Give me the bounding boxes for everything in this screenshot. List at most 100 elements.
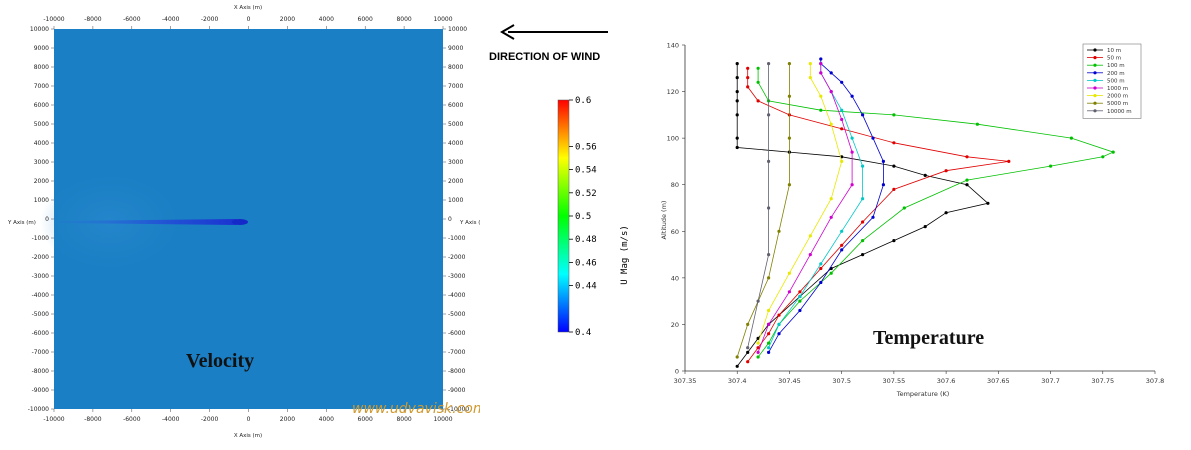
data-point: [850, 136, 854, 140]
data-point: [965, 183, 969, 187]
data-point: [829, 271, 833, 275]
series-line: [757, 63, 843, 344]
data-point: [746, 360, 750, 364]
y-tick-label-left: 3000: [34, 159, 49, 166]
data-point: [861, 239, 865, 243]
y-tick-label-left: -8000: [32, 368, 50, 375]
x-tick-label: 307.45: [778, 377, 801, 385]
data-point: [777, 332, 781, 336]
y-tick-label-right: -9000: [448, 387, 466, 394]
y-tick-label-left: -1000: [32, 235, 50, 242]
data-point: [767, 113, 771, 117]
data-point: [840, 229, 844, 233]
x-tick-label-top: 4000: [319, 16, 334, 23]
y-tick-label-right: -1000: [448, 235, 466, 242]
data-point: [735, 62, 739, 66]
data-point: [819, 108, 823, 112]
data-point: [819, 266, 823, 271]
data-point: [798, 299, 802, 303]
y-tick-label-left: 10000: [30, 26, 49, 33]
colorbar-tick-label: 0.56: [575, 142, 597, 152]
data-point: [892, 164, 896, 168]
data-point: [829, 197, 833, 201]
series-line: [768, 63, 864, 348]
data-point: [735, 99, 739, 103]
colorbar-tick-label: 0.48: [575, 235, 597, 245]
y-tick-label-right: -4000: [448, 292, 466, 299]
y-tick-label-left: -9000: [32, 387, 50, 394]
data-point: [881, 159, 885, 163]
legend-box: [1082, 43, 1142, 119]
x-tick-label-top: -8000: [84, 16, 102, 23]
y-tick-label-right: 0: [448, 216, 452, 223]
data-point: [829, 122, 833, 126]
data-point: [819, 62, 823, 66]
x-tick-label-top: 2000: [280, 16, 295, 23]
data-point: [871, 136, 875, 140]
y-axis-label-left: Y Axis (m): [7, 220, 36, 226]
data-point: [767, 346, 771, 350]
data-point: [902, 206, 906, 210]
data-point: [787, 271, 791, 275]
y-tick-label-right: 9000: [448, 45, 463, 52]
y-tick-label-left: -3000: [32, 273, 50, 280]
y-tick-label-right: -10000: [448, 406, 469, 413]
x-tick-label-top: -10000: [43, 16, 64, 23]
temperature-heading: Temperature: [873, 327, 984, 349]
y-tick-label-right: -5000: [448, 311, 466, 318]
y-tick-label: 0: [675, 368, 679, 376]
data-point: [808, 76, 812, 80]
data-point: [767, 253, 771, 257]
y-tick-label-right: -8000: [448, 368, 466, 375]
data-point: [1007, 159, 1011, 163]
data-point: [756, 336, 760, 340]
data-point: [892, 187, 896, 191]
y-tick-label-right: 8000: [448, 64, 463, 71]
x-tick-label-bottom: 4000: [319, 416, 334, 423]
data-point: [735, 90, 739, 94]
series-line: [736, 63, 790, 358]
x-axis-label-top: X Axis (m): [234, 5, 262, 11]
data-point: [787, 94, 791, 98]
colorbar: 0.6 0.56 0.54 0.52 0.5 0.48 0.46 0.44 0.4 U Mag …: [557, 96, 630, 338]
y-tick-label-left: 9000: [34, 45, 49, 52]
series-line: [757, 68, 1115, 358]
y-tick-label-right: 2000: [448, 178, 463, 185]
data-point: [746, 85, 750, 89]
y-tick-label: 40: [671, 274, 679, 282]
data-point: [767, 159, 771, 163]
colorbar-tick-label: 0.54: [575, 166, 597, 176]
y-tick-label-right: 1000: [448, 197, 463, 204]
y-tick-label-left: 5000: [34, 121, 49, 128]
data-point: [923, 225, 927, 229]
data-point: [798, 290, 802, 294]
legend-marker: [1093, 94, 1097, 98]
colorbar-tick-label: 0.4: [575, 328, 591, 338]
data-point: [1069, 136, 1073, 140]
y-tick-label-right: 7000: [448, 83, 463, 90]
data-point: [767, 322, 771, 326]
data-point: [861, 164, 865, 168]
data-point: [798, 294, 802, 299]
y-tick-label: 140: [667, 42, 679, 50]
data-point: [829, 90, 833, 94]
x-tick-label-bottom: -2000: [201, 416, 219, 423]
data-point: [986, 201, 990, 205]
legend-marker: [1093, 71, 1097, 75]
temperature-chart: 307.35 307.4 307.45 307.5 307.55 307.6 307.65 3…: [660, 42, 1164, 399]
x-tick-label-bottom: -10000: [43, 416, 64, 423]
data-point: [1101, 155, 1105, 159]
legend-label: 10 m: [1107, 48, 1121, 54]
data-point: [819, 94, 823, 98]
legend-label: 500 m: [1107, 78, 1125, 84]
wake-streak: [58, 219, 242, 225]
data-point: [746, 66, 750, 70]
data-point: [756, 80, 760, 84]
series-line: [747, 63, 769, 348]
legend-label: 50 m: [1107, 56, 1121, 62]
data-point: [767, 206, 771, 210]
data-point: [923, 173, 927, 177]
y-tick-label-left: 8000: [34, 64, 49, 71]
data-point: [798, 308, 802, 313]
data-point: [881, 183, 885, 187]
